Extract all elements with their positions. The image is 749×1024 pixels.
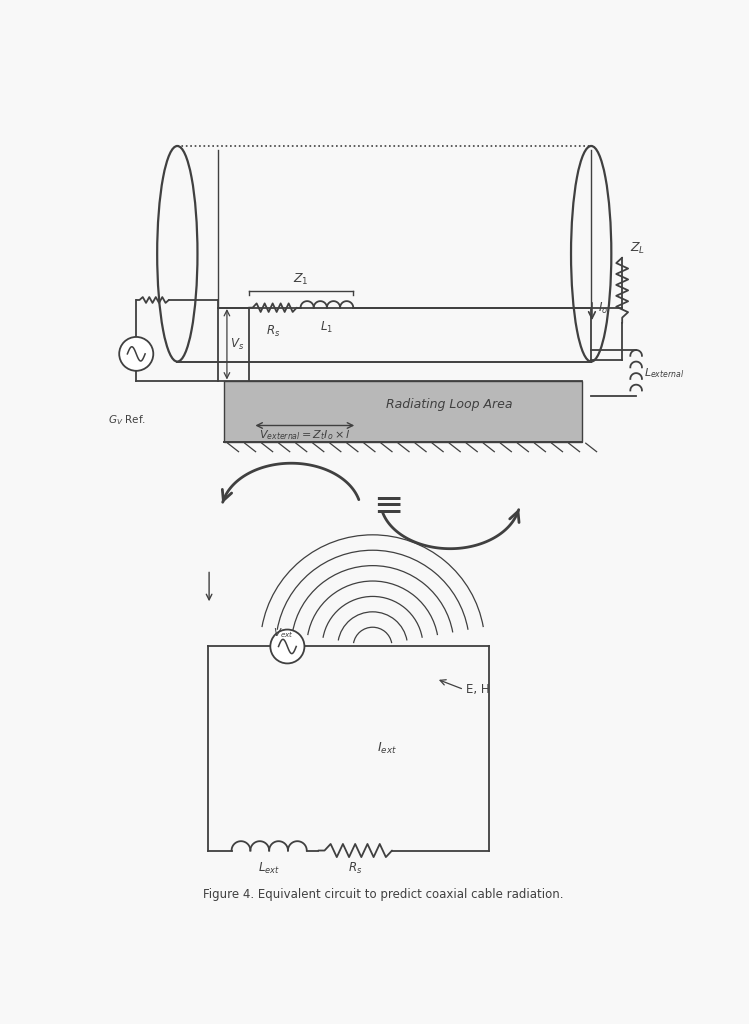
Text: Radiating Loop Area: Radiating Loop Area [386,397,512,411]
Text: $L_{external}$: $L_{external}$ [644,367,685,380]
Text: $L_{ext}$: $L_{ext}$ [258,861,280,877]
Text: $Z_L$: $Z_L$ [630,241,645,256]
Text: $R_s$: $R_s$ [348,861,363,877]
Text: $L_1$: $L_1$ [321,319,333,335]
Circle shape [270,630,304,664]
Circle shape [119,337,154,371]
Text: $R_s$: $R_s$ [265,324,280,339]
Text: $Z_1$: $Z_1$ [293,272,309,287]
Text: $V_s$: $V_s$ [230,337,244,352]
Text: $G_V$ Ref.: $G_V$ Ref. [108,413,145,427]
Text: Figure 4. Equivalent circuit to predict coaxial cable radiation.: Figure 4. Equivalent circuit to predict … [203,888,564,900]
Text: $I_o$: $I_o$ [598,300,608,315]
Text: E, H: E, H [466,683,489,695]
Bar [224,381,582,442]
Text: $\equiv$: $\equiv$ [366,487,402,521]
Text: $I_{ext}$: $I_{ext}$ [377,741,397,756]
Text: $V_{external} = Z_t I_o \times l$: $V_{external} = Z_t I_o \times l$ [259,428,351,441]
Text: $V_{ext}$: $V_{ext}$ [273,627,294,640]
